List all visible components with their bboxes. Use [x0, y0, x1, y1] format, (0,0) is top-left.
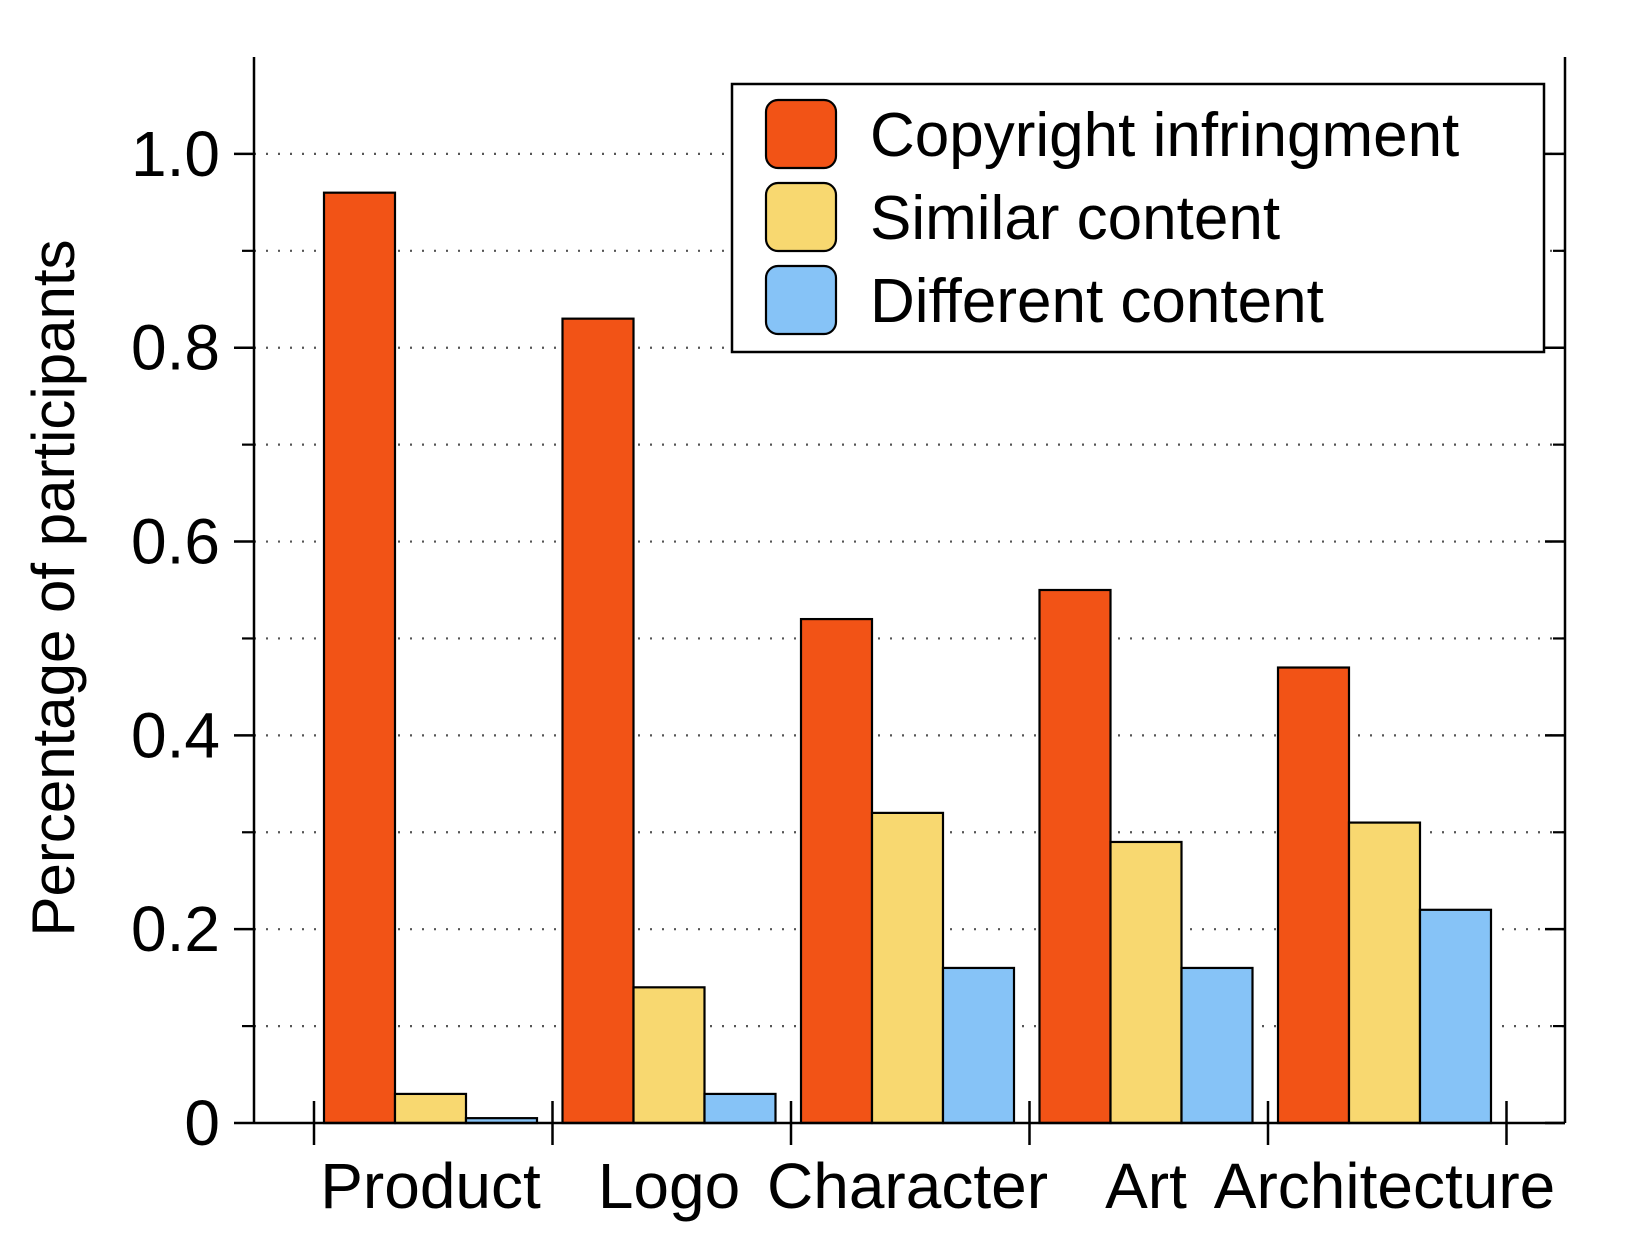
y-tick-label: 0.4 [131, 699, 220, 771]
bar [1276, 666, 1351, 1125]
bar [561, 317, 635, 1125]
axes [252, 57, 1567, 1125]
bar [799, 617, 874, 1125]
bar [1109, 840, 1183, 1125]
bar [1418, 908, 1493, 1125]
y-tick-label: 0 [184, 1087, 220, 1159]
bar [1038, 588, 1112, 1125]
x-tick-label: Product [320, 1150, 541, 1222]
legend-swatch [764, 264, 838, 336]
legend-label: Similar content [870, 184, 1280, 253]
x-tick-label: Character [767, 1150, 1048, 1222]
bar [941, 966, 1016, 1125]
legend-swatch [764, 181, 838, 253]
legend-swatch [764, 98, 838, 170]
y-tick-label: 1.0 [131, 118, 220, 190]
bar [393, 1092, 468, 1125]
y-tick-label: 0.6 [131, 506, 220, 578]
legend-box [730, 82, 1546, 354]
bar [703, 1092, 777, 1125]
legend: Copyright infringment Similar content Diff… [730, 82, 1546, 354]
bars [322, 191, 1493, 1125]
y-axis-title: Percentage of participants [20, 239, 87, 936]
bar [870, 811, 945, 1125]
y-axis-ticks: 0 0.2 0.4 0.6 0.8 1.0 [131, 118, 1565, 1159]
y-tick-label: 0.8 [131, 312, 220, 384]
y-tick-label: 0.2 [131, 893, 220, 965]
legend-label: Copyright infringment [870, 101, 1459, 170]
x-tick-label: Art [1105, 1150, 1187, 1222]
x-tick-label: Architecture [1214, 1150, 1555, 1222]
x-tick-label: Logo [598, 1150, 740, 1222]
legend-items: Copyright infringment Similar content Diff… [764, 98, 1459, 336]
bar [322, 191, 397, 1125]
x-axis-ticks: Product Logo Character Art Architecture [312, 1101, 1555, 1222]
bar [632, 986, 706, 1125]
legend-label: Different content [870, 267, 1324, 336]
bar [1347, 821, 1422, 1125]
bar [1180, 966, 1254, 1125]
